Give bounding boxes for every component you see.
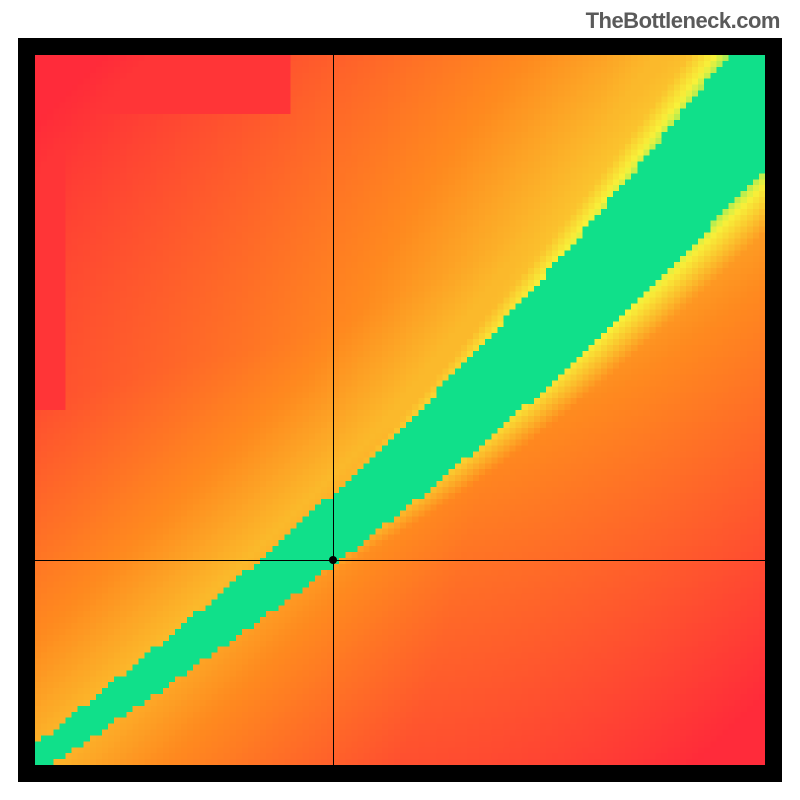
marker-dot	[329, 556, 337, 564]
crosshair-vertical	[333, 55, 334, 765]
watermark-text: TheBottleneck.com	[586, 8, 780, 34]
heatmap-area	[35, 55, 765, 765]
crosshair-horizontal	[35, 560, 765, 561]
heatmap-canvas	[35, 55, 765, 765]
chart-frame	[18, 38, 782, 782]
